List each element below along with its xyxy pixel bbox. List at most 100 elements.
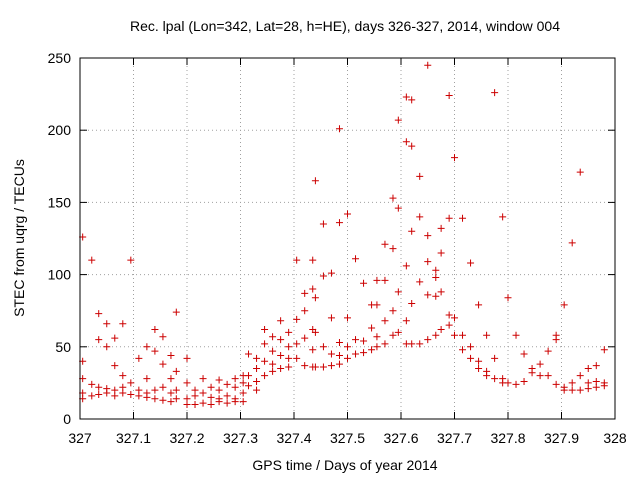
data-point xyxy=(277,364,285,372)
data-point xyxy=(159,396,167,404)
data-point xyxy=(103,320,111,328)
data-point xyxy=(159,383,167,391)
data-point xyxy=(215,386,223,394)
data-point xyxy=(261,357,269,365)
data-point xyxy=(389,331,397,339)
data-point xyxy=(373,343,381,351)
data-point xyxy=(311,294,319,302)
grid-lines xyxy=(80,58,615,419)
data-point xyxy=(103,343,111,351)
data-point xyxy=(311,177,319,185)
data-point xyxy=(309,285,317,293)
data-point xyxy=(277,336,285,344)
x-tick-label: 327.9 xyxy=(544,430,579,446)
data-point xyxy=(207,393,215,401)
data-point xyxy=(327,314,335,322)
data-point xyxy=(167,389,175,397)
data-point xyxy=(424,291,432,299)
data-point xyxy=(504,294,512,302)
data-point xyxy=(245,372,253,380)
data-point xyxy=(319,220,327,228)
axis-ticks: 327 327.1 327.2 327.3 327.4 327.5 327.6 327.7 32… xyxy=(48,50,627,446)
data-point xyxy=(245,350,253,358)
data-point xyxy=(183,354,191,362)
data-point xyxy=(253,377,261,385)
data-point xyxy=(253,364,261,372)
x-tick-label: 327.1 xyxy=(116,430,151,446)
data-point xyxy=(239,398,247,406)
y-tick-label: 200 xyxy=(48,122,72,138)
data-point xyxy=(381,340,389,348)
data-point xyxy=(552,380,560,388)
data-point xyxy=(381,317,389,325)
data-point xyxy=(335,219,343,227)
x-tick-label: 327.2 xyxy=(169,430,204,446)
data-point xyxy=(309,256,317,264)
data-point xyxy=(344,354,351,362)
data-point xyxy=(293,340,301,348)
chart-title: Rec. lpal (Lon=342, Lat=28, h=HE), days … xyxy=(129,18,560,34)
data-point xyxy=(269,367,277,375)
data-point xyxy=(151,325,159,333)
data-point xyxy=(143,375,151,383)
data-point xyxy=(215,376,223,384)
data-point xyxy=(402,317,410,325)
data-point xyxy=(475,364,483,372)
data-point xyxy=(199,399,207,407)
data-point xyxy=(293,256,301,264)
data-point xyxy=(199,389,207,397)
data-point xyxy=(223,399,231,407)
data-point xyxy=(293,315,301,323)
data-point xyxy=(368,324,376,332)
data-point xyxy=(437,325,445,333)
data-point xyxy=(408,299,416,307)
data-point xyxy=(536,360,544,368)
data-point xyxy=(95,383,103,391)
data-point xyxy=(344,210,351,218)
data-point xyxy=(568,239,576,247)
data-point xyxy=(432,292,440,300)
data-point xyxy=(360,279,368,287)
data-point xyxy=(560,386,568,394)
data-point xyxy=(231,375,239,383)
data-point xyxy=(199,375,207,383)
data-point xyxy=(408,96,416,104)
data-point xyxy=(191,401,199,409)
data-point xyxy=(327,269,335,277)
data-point xyxy=(335,125,343,133)
data-point xyxy=(111,334,119,342)
data-point xyxy=(319,363,327,371)
data-point xyxy=(491,375,499,383)
data-point xyxy=(528,369,536,377)
data-point xyxy=(311,328,319,336)
data-point xyxy=(111,362,119,370)
data-point xyxy=(88,392,96,400)
data-point xyxy=(600,346,608,354)
data-point xyxy=(408,142,416,150)
data-point xyxy=(394,288,402,296)
data-point xyxy=(269,333,277,341)
data-point xyxy=(143,393,151,401)
data-point xyxy=(381,276,389,284)
data-point xyxy=(191,392,199,400)
data-point xyxy=(127,256,135,264)
data-point xyxy=(207,383,215,391)
data-point xyxy=(512,331,520,339)
data-point xyxy=(424,232,432,240)
data-point xyxy=(451,314,458,322)
data-point xyxy=(584,364,592,372)
data-point xyxy=(319,272,327,280)
data-point xyxy=(95,336,103,344)
data-point xyxy=(285,354,293,362)
y-tick-label: 50 xyxy=(55,339,71,355)
data-point xyxy=(143,343,151,351)
data-point xyxy=(360,337,368,345)
data-point xyxy=(172,367,180,375)
data-point xyxy=(111,392,119,400)
data-point xyxy=(172,308,180,316)
x-tick-label: 327.5 xyxy=(330,430,365,446)
data-point xyxy=(277,317,285,325)
data-point xyxy=(269,360,277,368)
data-point xyxy=(475,357,483,365)
data-point xyxy=(408,227,416,235)
